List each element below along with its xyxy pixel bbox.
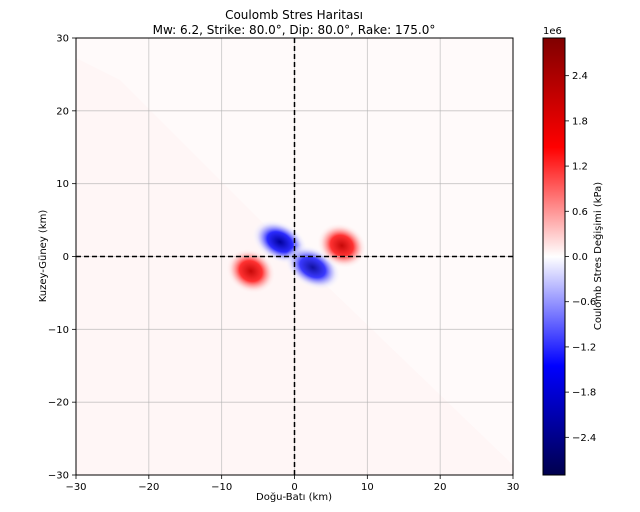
x-tick-label: 10	[361, 482, 374, 493]
y-tick-label: 20	[56, 106, 69, 117]
x-tick-label: 0	[291, 482, 297, 493]
colorbar-gradient	[542, 37, 566, 476]
x-tick-label: −30	[65, 482, 86, 493]
colorbar-tick-label: 1.2	[572, 162, 588, 173]
chart-subtitle: Mw: 6.2, Strike: 80.0°, Dip: 80.0°, Rake…	[153, 23, 436, 37]
colorbar-ticks: 2.4 1.8 1.2 0.6 0.0 −0.6 −1.2 −1.8 −2.4	[565, 71, 596, 444]
colorbar: 1e6 2.4 1.8 1.2 0.6 0.0 −0.6 −1.2 −1.8 −2.4 Coul…	[542, 26, 604, 476]
x-axis-label: Doğu-Batı (km)	[256, 491, 332, 503]
colorbar-tick-label: −0.6	[572, 297, 596, 308]
colorbar-tick-label: −1.8	[572, 388, 596, 399]
x-tick-label: −20	[138, 482, 159, 493]
x-axis-ticks: −30 −20 −10 0 10 20 30	[65, 475, 519, 493]
colorbar-tick-label: −2.4	[572, 433, 596, 444]
y-tick-label: −10	[48, 325, 69, 336]
lobe-positive-east	[316, 222, 368, 269]
y-tick-label: 0	[63, 252, 69, 263]
x-tick-label: 30	[507, 482, 520, 493]
colorbar-label: Coulomb Stres Değişimi (kPa)	[592, 182, 604, 330]
y-axis-ticks: 30 20 10 0 −10 −20 −30	[48, 34, 76, 482]
plot-area	[75, 37, 514, 476]
colorbar-tick-label: 2.4	[572, 71, 588, 82]
lobe-positive-west	[225, 248, 276, 295]
x-tick-label: 20	[434, 482, 447, 493]
colorbar-tick-label: 0.6	[572, 207, 588, 218]
x-tick-label: −10	[211, 482, 232, 493]
y-tick-label: −20	[48, 398, 69, 409]
colorbar-offset-text: 1e6	[543, 26, 562, 37]
y-axis-label: Kuzey-Güney (km)	[38, 210, 49, 303]
colorbar-tick-label: −1.2	[572, 342, 596, 353]
chart-title: Coulomb Stres Haritası	[225, 8, 363, 22]
y-tick-label: −30	[48, 471, 69, 482]
y-tick-label: 10	[56, 179, 69, 190]
colorbar-tick-label: 1.8	[572, 116, 588, 127]
y-tick-label: 30	[56, 34, 69, 45]
colorbar-tick-label: 0.0	[572, 252, 588, 263]
